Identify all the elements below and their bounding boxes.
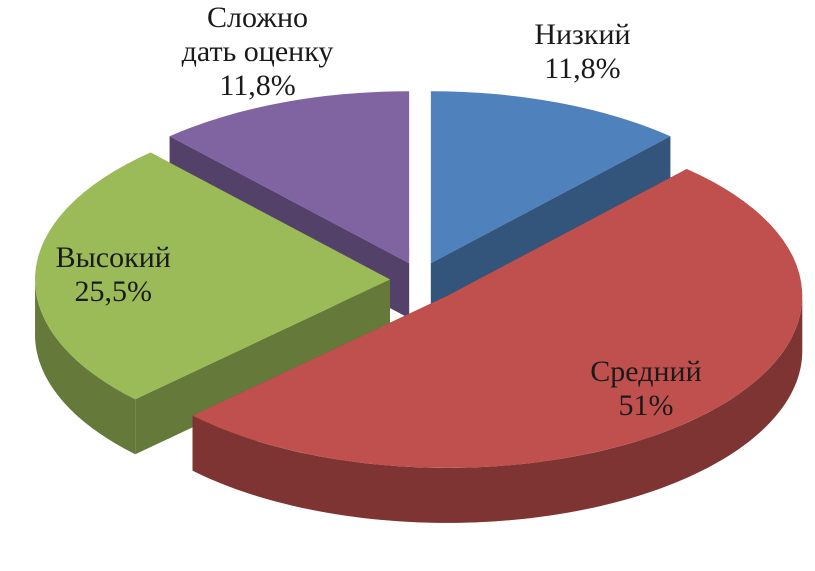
category-label: Низкий (534, 18, 631, 52)
slice-wall (135, 279, 391, 455)
category-label: Сложно дать оценку (181, 1, 334, 69)
slice-wall-shade (135, 279, 391, 455)
slice (192, 168, 803, 468)
slice-label: Сложно дать оценку 11,8% (179, 1, 337, 103)
slice (35, 152, 391, 400)
slice-side-shade (192, 295, 803, 523)
slice-wall (430, 136, 671, 319)
slice-label: Низкий 11,8% (452, 18, 712, 86)
slice-label: Высокий 25,5% (0, 241, 243, 309)
category-label: Средний (590, 355, 702, 389)
value-label: 25,5% (74, 275, 152, 309)
value-label: 51% (618, 389, 674, 423)
slice (430, 91, 671, 264)
category-label: Высокий (55, 241, 171, 275)
slice (169, 91, 410, 264)
slice-side-shade (35, 276, 136, 455)
slice-side (35, 276, 136, 455)
slice-side (192, 295, 803, 523)
slice-wall-shade (430, 136, 671, 319)
slice-label: Средний 51% (516, 355, 776, 423)
value-label: 11,8% (219, 69, 296, 103)
value-label: 11,8% (544, 52, 621, 86)
